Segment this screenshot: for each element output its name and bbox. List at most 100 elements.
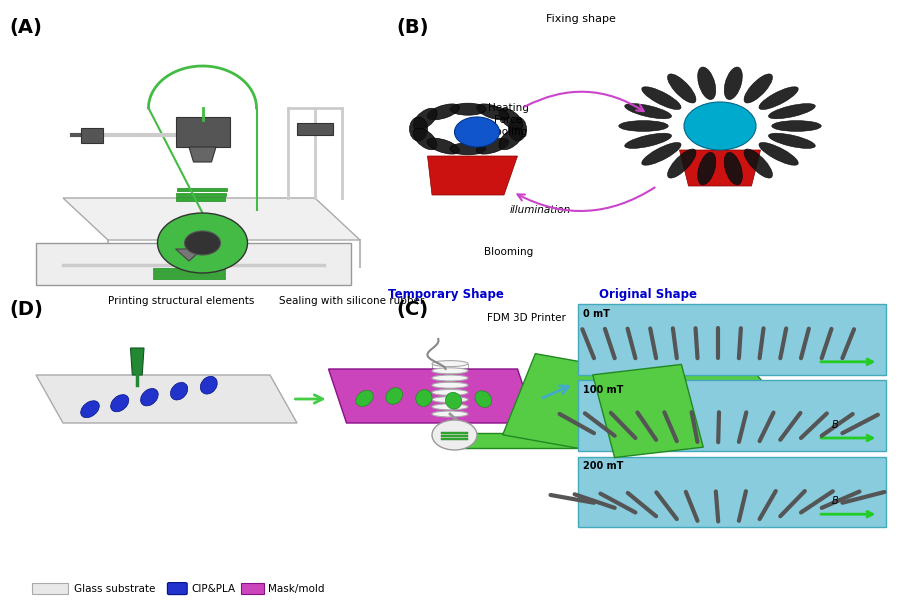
Ellipse shape: [625, 133, 671, 148]
Text: Blooming: Blooming: [484, 247, 533, 257]
Circle shape: [432, 420, 477, 450]
Text: Sealing with silicone rubber: Sealing with silicone rubber: [279, 296, 424, 306]
Ellipse shape: [475, 391, 491, 407]
Text: Mask/mold: Mask/mold: [268, 584, 325, 593]
Text: (B): (B): [396, 18, 428, 37]
Polygon shape: [176, 249, 202, 261]
Polygon shape: [328, 369, 536, 423]
Ellipse shape: [508, 117, 526, 141]
Ellipse shape: [413, 128, 437, 150]
FancyBboxPatch shape: [153, 268, 225, 271]
Text: CIP&PLA: CIP&PLA: [192, 584, 236, 593]
Text: B: B: [832, 496, 838, 506]
Ellipse shape: [432, 368, 468, 374]
Text: FDM 3D Printer: FDM 3D Printer: [487, 313, 566, 323]
Text: Printing structural elements: Printing structural elements: [108, 296, 255, 306]
Polygon shape: [680, 150, 760, 186]
Ellipse shape: [432, 361, 468, 367]
Ellipse shape: [499, 108, 523, 130]
Ellipse shape: [476, 104, 509, 120]
Polygon shape: [503, 353, 622, 451]
Ellipse shape: [416, 389, 432, 406]
Text: (C): (C): [396, 300, 428, 319]
Polygon shape: [63, 198, 360, 240]
FancyBboxPatch shape: [441, 438, 468, 440]
FancyArrowPatch shape: [518, 188, 654, 211]
Ellipse shape: [724, 67, 742, 100]
Text: B: B: [832, 420, 838, 430]
Ellipse shape: [81, 401, 99, 418]
Polygon shape: [130, 348, 144, 375]
FancyBboxPatch shape: [176, 197, 225, 201]
Ellipse shape: [450, 103, 486, 115]
Text: 0 mT: 0 mT: [583, 309, 610, 319]
Ellipse shape: [356, 390, 373, 407]
Ellipse shape: [140, 389, 158, 406]
Ellipse shape: [772, 121, 821, 131]
Text: Original Shape: Original Shape: [599, 288, 697, 301]
Text: Hydration
Drying: Hydration Drying: [590, 358, 643, 380]
Ellipse shape: [668, 74, 696, 103]
Ellipse shape: [201, 376, 217, 394]
Text: Glass substrate: Glass substrate: [74, 584, 155, 593]
Ellipse shape: [413, 108, 437, 130]
Ellipse shape: [432, 397, 468, 403]
Circle shape: [454, 117, 500, 147]
FancyBboxPatch shape: [176, 117, 230, 147]
FancyArrowPatch shape: [525, 92, 644, 111]
Circle shape: [158, 213, 248, 273]
Ellipse shape: [432, 382, 468, 388]
Ellipse shape: [111, 395, 129, 412]
Ellipse shape: [446, 392, 462, 409]
FancyBboxPatch shape: [441, 435, 468, 437]
Text: 100 mT: 100 mT: [583, 385, 624, 395]
FancyBboxPatch shape: [578, 304, 886, 375]
Polygon shape: [428, 156, 518, 195]
Text: (A): (A): [9, 18, 42, 37]
Ellipse shape: [769, 104, 815, 119]
FancyArrowPatch shape: [295, 395, 322, 403]
Ellipse shape: [642, 142, 681, 165]
Ellipse shape: [769, 133, 815, 148]
Ellipse shape: [619, 121, 669, 131]
Polygon shape: [36, 375, 297, 423]
FancyBboxPatch shape: [81, 128, 104, 143]
Ellipse shape: [625, 104, 671, 119]
Text: Heating
Force
Cooling: Heating Force Cooling: [488, 103, 529, 137]
FancyBboxPatch shape: [578, 380, 886, 451]
FancyBboxPatch shape: [153, 272, 225, 275]
Ellipse shape: [427, 104, 460, 120]
Polygon shape: [189, 147, 216, 162]
FancyBboxPatch shape: [153, 276, 225, 279]
Ellipse shape: [386, 388, 402, 404]
Ellipse shape: [432, 404, 468, 410]
Ellipse shape: [744, 74, 772, 103]
Ellipse shape: [170, 382, 188, 400]
FancyBboxPatch shape: [32, 583, 68, 594]
Ellipse shape: [427, 138, 460, 154]
Ellipse shape: [668, 149, 696, 178]
Ellipse shape: [432, 375, 468, 381]
Text: Fixing shape: Fixing shape: [545, 14, 616, 24]
FancyBboxPatch shape: [36, 243, 351, 285]
Polygon shape: [593, 364, 703, 458]
FancyBboxPatch shape: [241, 583, 264, 594]
Ellipse shape: [698, 67, 716, 100]
Ellipse shape: [450, 143, 486, 155]
Text: Hydrophobic
PU Skins: Hydrophobic PU Skins: [718, 403, 785, 425]
Circle shape: [684, 102, 756, 150]
FancyBboxPatch shape: [441, 432, 468, 434]
Ellipse shape: [698, 152, 716, 185]
Ellipse shape: [642, 87, 681, 110]
Ellipse shape: [476, 138, 509, 154]
Polygon shape: [670, 355, 797, 449]
Text: (D): (D): [9, 300, 43, 319]
Ellipse shape: [724, 152, 742, 185]
FancyBboxPatch shape: [177, 188, 227, 191]
FancyBboxPatch shape: [167, 583, 187, 595]
Text: 200 mT: 200 mT: [583, 461, 624, 472]
Text: illumination: illumination: [509, 205, 571, 215]
Ellipse shape: [759, 87, 798, 110]
Ellipse shape: [410, 117, 427, 141]
FancyBboxPatch shape: [459, 433, 729, 448]
